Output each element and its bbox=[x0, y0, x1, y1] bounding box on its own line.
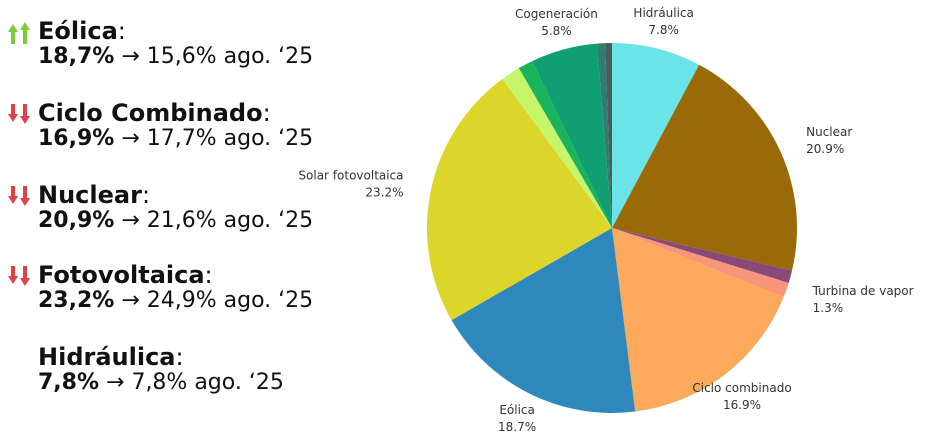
value-label: 16.9% bbox=[723, 398, 761, 412]
item-label: Hidráulica bbox=[38, 343, 176, 371]
item-label: Nuclear bbox=[38, 181, 142, 209]
colon: : bbox=[117, 17, 126, 45]
current: 7,8% bbox=[38, 370, 100, 395]
current: 23,2% bbox=[38, 288, 115, 313]
item: Fotovoltaica: 23,2% → 24,9% ago. ‘25 bbox=[6, 262, 313, 314]
colon: : bbox=[262, 99, 271, 127]
item-label: Fotovoltaica bbox=[38, 261, 205, 289]
pie-slice bbox=[605, 43, 612, 228]
previous: → 15,6% ago. ‘25 bbox=[121, 44, 314, 69]
current: 18,7% bbox=[38, 44, 115, 69]
item-label: Eólica bbox=[38, 17, 118, 45]
previous: → 24,9% ago. ‘25 bbox=[121, 288, 314, 313]
item: Eólica: 18,7% → 15,6% ago. ‘25 bbox=[6, 18, 313, 70]
colon: : bbox=[141, 181, 151, 209]
pie-slice bbox=[612, 228, 789, 298]
down-icon bbox=[8, 266, 30, 286]
value-label: 18.7% bbox=[498, 420, 536, 434]
value-label: 7.8% bbox=[648, 23, 679, 37]
slice-label: Turbina de vapor bbox=[812, 284, 914, 298]
current: 20,9% bbox=[38, 208, 115, 233]
value-label: 20.9% bbox=[806, 142, 844, 156]
pie-slice bbox=[518, 61, 612, 228]
item: Nuclear: 20,9% → 21,6% ago. ‘25 bbox=[6, 182, 313, 234]
value-label: 23.2% bbox=[365, 186, 403, 200]
down-icon bbox=[8, 186, 30, 206]
colon: : bbox=[204, 261, 213, 289]
pie-slice bbox=[612, 43, 700, 228]
item: Hidráulica: 7,8% → 7,8% ago. ‘25 bbox=[6, 344, 284, 396]
slice-label: Cogeneración bbox=[515, 7, 598, 21]
slice-label: Solar fotovoltaica bbox=[298, 169, 403, 183]
slice-label: Eólica bbox=[499, 403, 535, 417]
current: 16,9% bbox=[38, 126, 115, 151]
slice-label: Ciclo combinado bbox=[692, 381, 791, 395]
pie-slice bbox=[502, 68, 612, 229]
previous: → 21,6% ago. ‘25 bbox=[121, 208, 314, 233]
item-label: Ciclo Combinado bbox=[38, 99, 263, 127]
pie-slice bbox=[427, 79, 612, 321]
previous: → 17,7% ago. ‘25 bbox=[121, 126, 314, 151]
pie-slice bbox=[451, 228, 636, 414]
slice-label: Hidráulica bbox=[633, 6, 694, 20]
pie-slice bbox=[596, 43, 612, 229]
pie-slice bbox=[532, 43, 612, 228]
pie-slice bbox=[612, 64, 798, 271]
value-label: 1.3% bbox=[813, 301, 844, 315]
up-icon bbox=[8, 22, 30, 44]
down-icon bbox=[8, 104, 30, 124]
value-label: 5.8% bbox=[541, 24, 572, 38]
slice-label: Nuclear bbox=[806, 125, 852, 139]
pie-slice bbox=[612, 228, 784, 412]
item: Ciclo Combinado: 16,9% → 17,7% ago. ‘25 bbox=[6, 100, 313, 152]
previous: → 7,8% ago. ‘25 bbox=[106, 370, 284, 395]
pie-slice bbox=[612, 228, 793, 283]
colon: : bbox=[175, 343, 184, 371]
